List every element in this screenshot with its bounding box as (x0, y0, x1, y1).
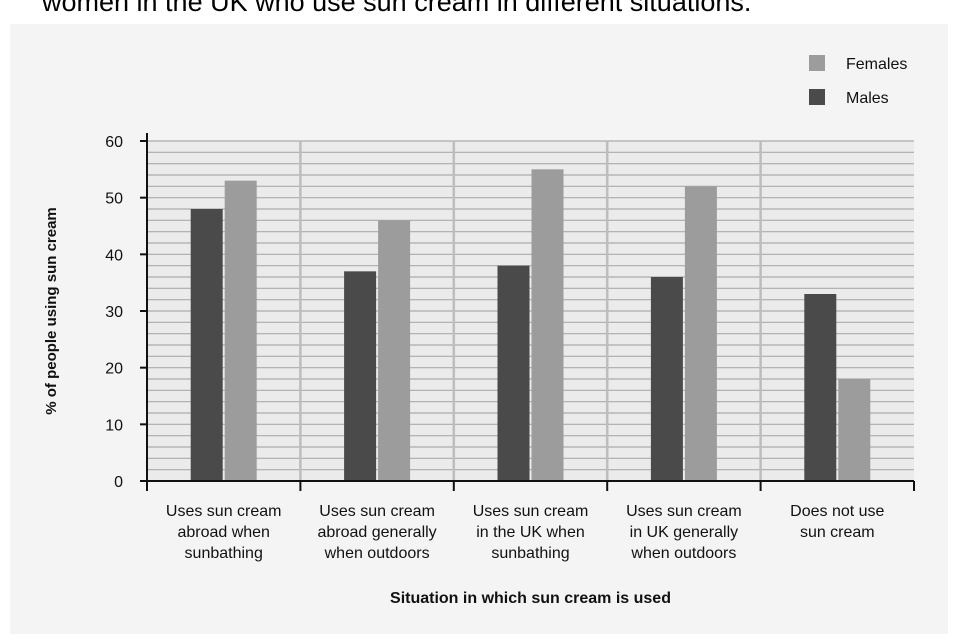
chart-caption: women in the UK who use sun cream in dif… (42, 0, 752, 17)
x-axis-title: Situation in which sun cream is used (390, 590, 671, 607)
bar-males-4 (650, 277, 683, 481)
bar-males-1 (190, 209, 223, 481)
legend-swatch-males (809, 89, 825, 105)
bar-males-5 (804, 294, 837, 481)
legend-swatch-females (809, 55, 825, 71)
y-tick-label: 50 (105, 191, 123, 208)
y-tick-label: 10 (105, 417, 123, 434)
bar-males-2 (344, 271, 377, 481)
category-label-5: Does not use sun cream (790, 503, 884, 541)
bar-females-5 (838, 379, 871, 481)
y-tick-label: 60 (105, 134, 123, 151)
category-label-2: Uses sun cream abroad generally when outdo… (317, 503, 436, 562)
legend-label-females: Females (846, 56, 907, 73)
bar-females-3 (531, 169, 564, 482)
y-tick-label: 40 (105, 247, 123, 264)
bar-females-2 (378, 220, 411, 482)
category-label-1: Uses sun cream abroad when sunbathing (166, 503, 282, 562)
y-axis-title: % of people using sun cream (43, 207, 60, 415)
bar-females-1 (224, 180, 257, 481)
category-label-3: Uses sun cream in the UK when sunbathing (473, 503, 589, 562)
y-tick-label: 30 (105, 304, 123, 321)
bar-males-3 (497, 265, 530, 481)
category-label-4: Uses sun cream in UK generally when outdoo… (626, 503, 742, 562)
y-tick-label: 0 (114, 474, 123, 491)
y-tick-label: 20 (105, 361, 123, 378)
bar-females-4 (684, 186, 717, 482)
legend-label-males: Males (846, 90, 889, 107)
